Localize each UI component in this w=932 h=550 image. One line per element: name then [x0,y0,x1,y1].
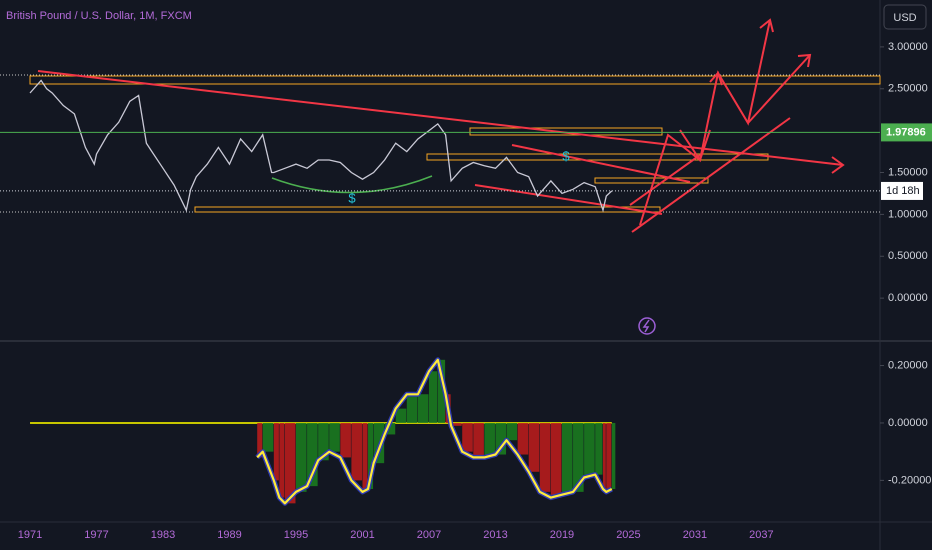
histogram-bar [528,422,540,472]
histogram-bar [539,422,551,492]
event-icon-bolt [642,319,650,333]
trend-lines [37,18,845,233]
histogram-bar [368,422,374,489]
histogram-bar [462,422,473,452]
countdown-bg [881,181,923,200]
histogram-bar [262,422,274,452]
currency-button[interactable] [883,4,927,30]
y-tick-label: 3.00000 [888,41,928,53]
chart-title: British Pound / U.S. Dollar, 1M, FXCM [6,10,192,22]
marker-label-bg [881,123,932,142]
histogram-bar [473,422,484,458]
histogram-bar [318,422,329,461]
y-tick-label: 0.50000 [888,250,928,262]
x-tick-label: 1989 [217,529,241,541]
zone [469,127,663,136]
histogram-bar [484,422,495,458]
histogram-bar [495,422,507,455]
histogram-bar [257,422,263,458]
arc [271,175,433,194]
histogram-bar [384,422,396,435]
drawings [0,18,881,233]
y-tick-label: 0.20000 [888,359,928,371]
x-tick-label: 2025 [616,529,640,541]
histogram-bar [273,422,279,481]
x-tick-label: 1983 [151,529,175,541]
annotation: $ [562,148,570,163]
event-icon[interactable] [638,317,656,335]
marker-label: 1.97896 [886,126,926,138]
countdown: 1d 18h [886,185,920,197]
histogram-bar [561,422,573,495]
y-tick-label: 2.50000 [888,83,928,95]
histogram-bar [517,422,529,455]
y-tick-label: -0.20000 [888,474,931,486]
histogram-bar [417,394,429,423]
histogram-bar [395,408,407,423]
histogram-bar [279,422,285,498]
x-tick-label: 2001 [350,529,374,541]
y-tick-label: 0.00000 [888,292,928,304]
y-tick-label: 0.00000 [888,417,928,429]
y-tick-label: 1.00000 [888,208,928,220]
histogram-bar [611,422,616,489]
histogram-bar [584,422,595,478]
histogram-bar [284,422,296,504]
x-tick-label: 1971 [18,529,42,541]
histogram-bar [437,359,446,423]
zone [29,75,881,85]
y-tick-label: 1.50000 [888,166,928,178]
histogram-bar [329,422,340,452]
histogram-bar [595,422,603,475]
histogram-bar [362,422,368,492]
histogram-bar [573,422,584,492]
histogram-bar [406,394,418,423]
x-tick-label: 2007 [417,529,441,541]
histogram-bar [451,422,462,426]
histogram-bar [606,422,612,492]
histogram-bar [340,422,351,458]
x-tick-label: 2019 [550,529,574,541]
zone [194,206,661,213]
histogram-bar [506,422,518,441]
x-tick-label: 1995 [284,529,308,541]
signal-line [256,358,613,505]
histogram-bar [602,422,606,489]
currency-label[interactable]: USD [893,12,916,24]
histogram-bar [351,422,362,481]
annotation: $ [348,190,356,205]
histogram-bar [307,422,318,487]
x-tick-label: 2037 [749,529,773,541]
x-tick-label: 2013 [483,529,507,541]
histogram-bar [428,371,438,423]
histogram-bar [295,422,307,492]
zone [594,177,709,184]
x-tick-label: 2031 [683,529,707,541]
price-line [29,79,613,213]
histogram-bar [550,422,562,498]
x-tick-label: 1977 [84,529,108,541]
